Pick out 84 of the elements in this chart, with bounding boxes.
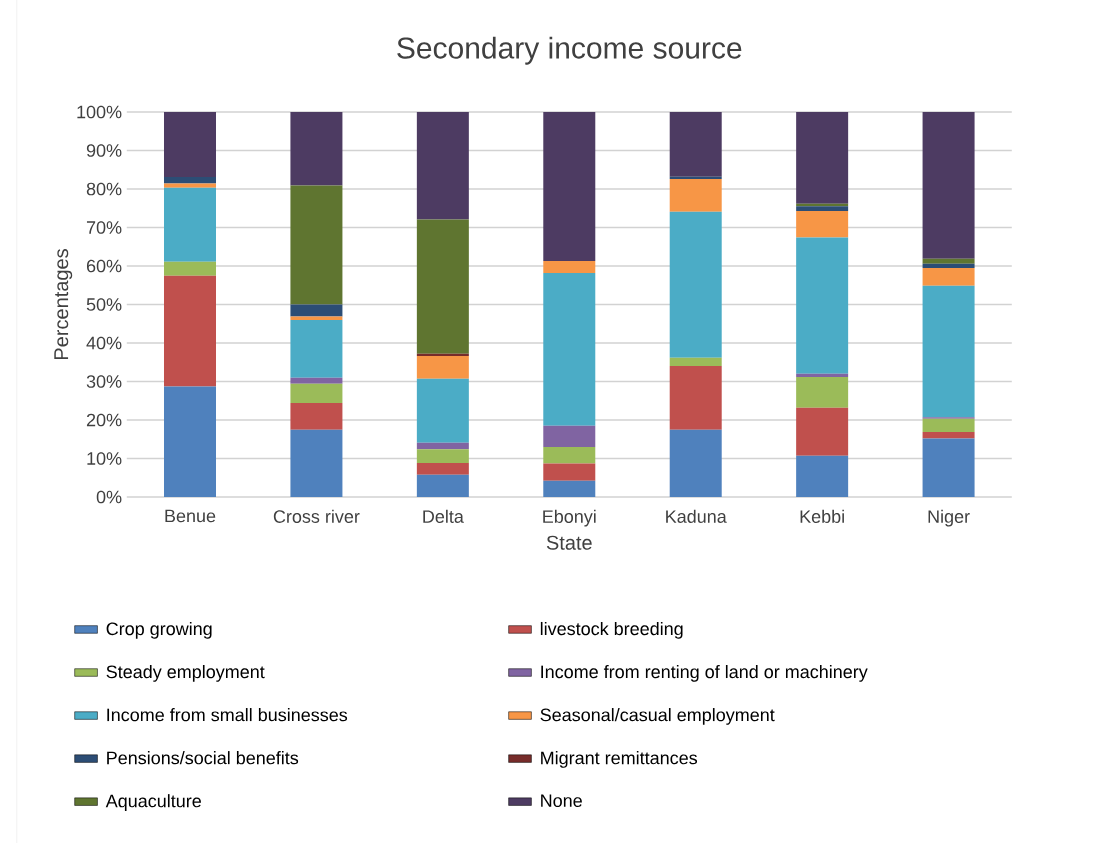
bar	[796, 206, 849, 211]
chart-title: Secondary income source	[397, 36, 742, 65]
bar	[543, 480, 596, 498]
bar	[164, 386, 216, 498]
bar	[543, 425, 596, 447]
y-tick-label: 70%	[86, 221, 122, 234]
legend-label: Pensions/social benefits	[107, 751, 299, 765]
bar	[922, 431, 975, 439]
y-tick-label: 0%	[96, 490, 122, 504]
bar	[416, 219, 469, 354]
bar	[290, 319, 343, 378]
bar	[796, 376, 849, 408]
bar	[669, 366, 722, 430]
bar	[416, 442, 469, 450]
bar	[796, 210, 849, 238]
bar	[543, 112, 596, 261]
x-tick-label: Benue	[165, 509, 216, 523]
y-tick-label: 20%	[86, 413, 122, 427]
legend-label: Income from renting of land or machinery	[541, 665, 868, 682]
bar	[796, 455, 849, 498]
bar	[669, 357, 722, 367]
bar	[164, 112, 216, 178]
legend-label: Income from small businesses	[107, 708, 348, 722]
x-tick-label: Ebonyi	[543, 509, 596, 527]
legend-label: livestock breeding	[540, 621, 683, 639]
y-tick-label: 30%	[86, 375, 122, 388]
x-axis-title: State	[546, 535, 592, 550]
bar	[922, 112, 975, 259]
bar	[164, 261, 216, 276]
legend-label: Aquaculture	[105, 794, 201, 811]
bar	[164, 187, 216, 262]
bar	[922, 267, 975, 286]
bar	[290, 377, 343, 384]
bar	[164, 177, 216, 184]
legend-label: Crop growing	[106, 621, 212, 639]
bar	[669, 211, 722, 358]
bar	[416, 474, 469, 498]
bar	[796, 112, 849, 204]
bar	[796, 373, 849, 377]
x-tick-label: Niger	[928, 509, 970, 527]
y-tick-label: 90%	[86, 144, 122, 157]
x-tick-label: Kebbi	[800, 509, 844, 523]
x-tick-label: Cross river	[273, 509, 360, 523]
y-axis-title: Percentages	[54, 249, 73, 360]
legend-label: None	[541, 794, 582, 808]
bar	[416, 356, 469, 379]
x-tick-label: Kaduna	[666, 509, 727, 523]
bar	[543, 463, 596, 481]
bar	[669, 178, 722, 212]
bar	[922, 418, 975, 432]
y-tick-label: 50%	[86, 298, 122, 311]
bar	[416, 112, 469, 220]
bar	[922, 263, 975, 268]
bar	[543, 272, 596, 426]
legend-label: Migrant remittances	[541, 751, 698, 768]
bar	[290, 316, 343, 320]
bar	[290, 383, 343, 404]
bar	[290, 185, 343, 305]
bar	[669, 429, 722, 498]
bar	[416, 449, 469, 464]
legend-label: Steady employment	[106, 665, 265, 682]
bar	[796, 237, 849, 374]
bar	[290, 304, 343, 317]
x-tick-label: Delta	[423, 509, 464, 523]
y-tick-label: 40%	[86, 336, 122, 350]
bar	[796, 407, 849, 456]
bar	[922, 438, 975, 498]
y-tick-label: 10%	[87, 452, 122, 465]
bar	[164, 183, 216, 188]
y-tick-label: 100%	[77, 105, 122, 119]
y-tick-label: 80%	[86, 182, 122, 196]
bar	[290, 403, 343, 430]
legend-label: Seasonal/casual employment	[540, 708, 775, 725]
bar	[290, 429, 343, 498]
bar	[290, 112, 343, 186]
bar	[669, 112, 722, 177]
bar	[416, 463, 469, 475]
bar	[543, 446, 596, 464]
bar	[543, 261, 596, 273]
bar	[922, 285, 975, 418]
y-tick-label: 60%	[86, 259, 122, 273]
bar	[164, 275, 216, 387]
bar	[416, 378, 469, 443]
bar	[922, 258, 975, 264]
